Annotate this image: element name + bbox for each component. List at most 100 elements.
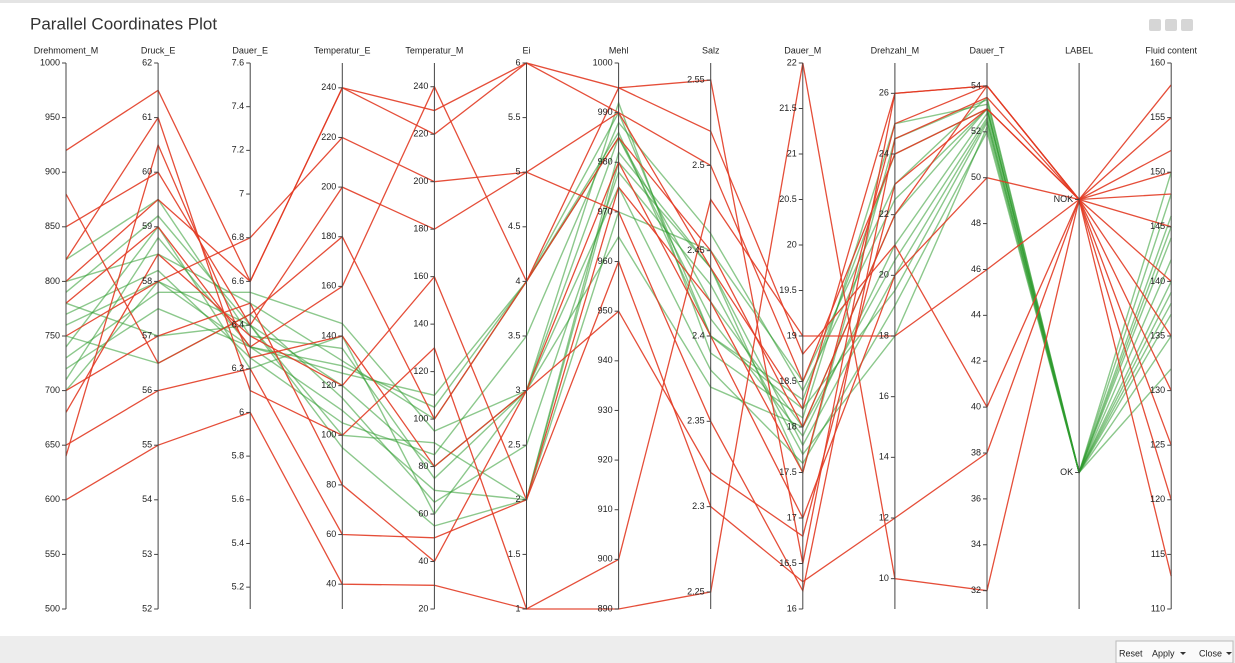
tick-label: 125 — [1150, 440, 1165, 450]
tick-label: 6.8 — [232, 232, 245, 242]
tick-label: 750 — [45, 330, 60, 340]
tick-label: 5.4 — [232, 538, 245, 548]
tick-label: 130 — [1150, 385, 1165, 395]
tick-label: 5.6 — [232, 494, 245, 504]
tick-label: 160 — [1150, 57, 1165, 67]
tick-label: 58 — [142, 276, 152, 286]
tick-label: 140 — [321, 330, 336, 340]
tick-label: 120 — [1150, 494, 1165, 504]
tick-label: 5.5 — [508, 112, 521, 122]
tick-label: 5.8 — [232, 450, 245, 460]
tick-label: 62 — [142, 57, 152, 67]
tick-label: 650 — [45, 440, 60, 450]
tick-label: 2.25 — [687, 586, 705, 596]
tick-label: 180 — [321, 231, 336, 241]
tick-label: 21.5 — [779, 103, 797, 113]
tick-label: 18.5 — [779, 376, 797, 386]
close-button[interactable]: Close — [1199, 648, 1222, 658]
tick-label: 56 — [142, 385, 152, 395]
icon[interactable] — [1165, 19, 1177, 31]
tick-label: 3.5 — [508, 330, 521, 340]
icon[interactable] — [1149, 19, 1161, 31]
tick-label: 26 — [879, 88, 889, 98]
tick-label: 20 — [787, 239, 797, 249]
tick-label: 32 — [971, 585, 981, 595]
tick-label: 145 — [1150, 221, 1165, 231]
tick-label: 36 — [971, 493, 981, 503]
tick-label: 80 — [326, 479, 336, 489]
tick-label: 17.5 — [779, 467, 797, 477]
tick-label: 50 — [971, 172, 981, 182]
tick-label: 57 — [142, 330, 152, 340]
axis-title: Drehmoment_M — [34, 45, 99, 55]
tick-label: 19 — [787, 330, 797, 340]
tick-label: 120 — [413, 366, 428, 376]
tick-label: 22 — [879, 209, 889, 219]
tick-label: 940 — [598, 355, 613, 365]
tick-label: 115 — [1151, 549, 1165, 559]
tick-label: 240 — [321, 82, 336, 92]
tick-label: 6.6 — [232, 276, 245, 286]
tick-label: 700 — [45, 385, 60, 395]
window-icons — [1149, 19, 1193, 31]
tick-label: 20 — [879, 270, 889, 280]
tick-label: 500 — [45, 603, 60, 613]
tick-label: 2.3 — [692, 501, 705, 511]
tick-label: 34 — [971, 539, 981, 549]
tick-label: 61 — [142, 112, 152, 122]
icon[interactable] — [1181, 19, 1193, 31]
tick-label: 22 — [787, 57, 797, 67]
tick-label: 140 — [413, 319, 428, 329]
reset-button[interactable]: Reset — [1119, 648, 1143, 658]
tick-label: 16.5 — [779, 558, 797, 568]
top-border — [0, 0, 1235, 3]
tick-label: 950 — [45, 112, 60, 122]
toolbar-box — [1115, 640, 1234, 663]
tick-label: 1000 — [593, 57, 613, 67]
tick-label: 21 — [787, 148, 797, 158]
chart-title: Parallel Coordinates Plot — [30, 14, 217, 33]
tick-label: 800 — [45, 276, 60, 286]
tick-label: 150 — [1150, 167, 1165, 177]
tick-label: 40 — [418, 556, 428, 566]
tick-label: 140 — [1150, 276, 1165, 286]
tick-label: 60 — [326, 529, 336, 539]
axis-title: Fluid content — [1145, 45, 1197, 55]
axis-title: Druck_E — [141, 45, 176, 55]
tick-label: 46 — [971, 264, 981, 274]
tick-label: 53 — [142, 549, 152, 559]
tick-label: 10 — [879, 573, 889, 583]
tick-label: 850 — [45, 221, 60, 231]
tick-label: 16 — [879, 391, 889, 401]
tick-label: 55 — [142, 440, 152, 450]
axes: Drehmoment_M5005506006507007508008509009… — [34, 45, 1198, 613]
tick-label: 900 — [598, 554, 613, 564]
tick-label: 20.5 — [779, 194, 797, 204]
tick-label: 2.4 — [692, 330, 705, 340]
tick-label: 19.5 — [779, 285, 797, 295]
tick-label: 4 — [515, 276, 520, 286]
tick-label: 980 — [598, 157, 613, 167]
tick-label: 80 — [418, 461, 428, 471]
axis-title: Dauer_T — [969, 45, 1005, 55]
dropdown-arrow — [1226, 652, 1232, 655]
tick-label: 6 — [515, 57, 520, 67]
tick-label: 970 — [598, 206, 613, 216]
tick-label: 240 — [413, 81, 428, 91]
tick-label: 160 — [321, 281, 336, 291]
axis-title: Mehl — [609, 45, 629, 55]
tick-label: 60 — [418, 508, 428, 518]
tick-label: 890 — [598, 603, 613, 613]
tick-label: 40 — [326, 579, 336, 589]
tick-label: 6.2 — [232, 363, 245, 373]
tick-label: 2 — [515, 494, 520, 504]
toolbar — [0, 636, 1235, 663]
apply-button[interactable]: Apply — [1152, 648, 1175, 658]
tick-label: 2.55 — [687, 74, 705, 84]
tick-label: 2.5 — [508, 440, 521, 450]
tick-label: 42 — [971, 356, 981, 366]
tick-label: 44 — [971, 310, 981, 320]
tick-label: 930 — [598, 405, 613, 415]
